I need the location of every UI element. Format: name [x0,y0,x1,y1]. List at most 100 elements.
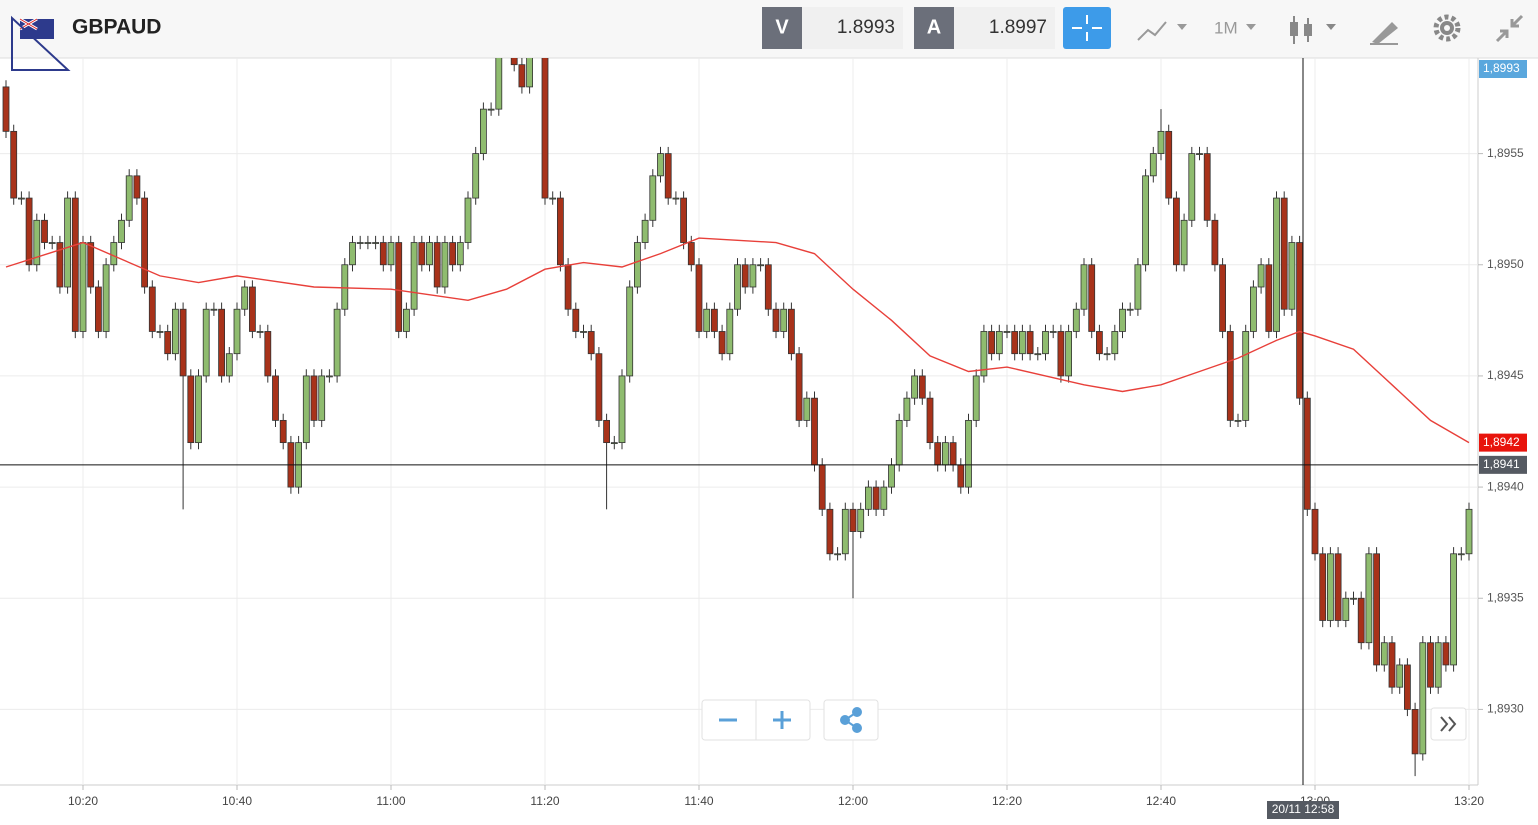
candle-body [1165,130,1173,199]
candle-body [1080,264,1088,310]
candle-body [1111,331,1119,355]
buy-price: 1.8997 [989,17,1047,38]
candle-body [572,308,580,332]
candle-body [1234,419,1242,422]
candle-body [456,242,464,266]
candle-body [379,242,387,266]
candle-body [1434,642,1442,688]
moving-average-line [5,237,1470,444]
candle-body [56,242,64,288]
candle-body [472,153,480,199]
candle-body [187,375,195,444]
buy-button[interactable] [914,7,954,49]
candle-body [1427,642,1434,688]
candle-body [595,353,603,421]
chart-type-button[interactable] [1137,21,1187,41]
candle-body [1357,597,1365,644]
sell-price: 1.8993 [837,17,895,38]
candle-body [1211,219,1219,266]
candle-body [1296,242,1303,399]
candle-body [395,242,403,332]
candle-body [156,331,164,333]
candle-body [318,375,326,421]
candle-body [1096,331,1103,355]
candle-body [518,64,526,88]
bid-badge-label: 1,8993 [1483,61,1520,75]
scroll-right-button[interactable] [1430,707,1467,741]
candle-body [841,508,849,555]
candle-body [302,375,310,444]
candle-body [1065,331,1072,377]
candle-body [634,242,641,288]
candle-body [934,442,942,466]
candle-body [218,308,226,377]
candle-body [949,442,957,466]
candle-body [972,375,980,421]
candle-body [33,219,41,266]
zoom-in[interactable] [773,711,791,729]
candle-body [449,242,457,266]
candle-body [865,486,872,510]
candle-body [587,331,595,355]
candle-body [1465,508,1473,555]
candle-body [1365,553,1373,644]
x-tick-label: 11:20 [530,794,559,808]
collapse-button[interactable] [1495,14,1524,43]
candle-icon-button[interactable] [1290,16,1336,44]
candle-body [957,464,965,488]
candle-body [356,242,364,244]
candle-body [279,419,287,444]
candle-body [895,419,903,466]
candle-body [1019,331,1026,355]
candle-body [171,308,179,355]
share-button[interactable] [840,707,862,733]
crosshair-button[interactable] [1063,7,1111,49]
last-price-badge [1479,433,1527,452]
candle-body [1049,331,1057,333]
candle-body [479,108,487,154]
settings-button[interactable] [1433,14,1461,42]
candle-body [1226,331,1234,421]
candle-body [942,442,949,466]
candle-body [657,153,664,177]
candle-body [741,264,749,288]
candle-body [757,264,764,267]
candle-body [818,464,826,510]
sell-price-box [802,7,903,49]
candle-body [649,175,657,221]
sell-button[interactable] [762,7,802,49]
candle-body [1126,308,1134,311]
candle-body [272,375,279,421]
candle-body [1188,153,1196,221]
candle-body [1311,508,1319,555]
candle-body [610,442,618,445]
timeframe[interactable]: 1M [1214,18,1238,37]
sell-label: V [775,16,789,38]
symbol-title: GBPAUD [72,16,161,39]
candle-body [10,130,18,199]
candle-body [541,58,549,199]
buy-label: A [927,16,941,38]
candle-body [1242,331,1250,421]
candle-body [911,375,918,399]
candle-body [880,486,888,510]
candle-body [118,219,125,243]
candle-body [726,308,734,355]
x-tick-label: 11:40 [684,794,713,808]
candle-body [510,58,518,66]
candle-body [549,197,557,200]
draw-tools-button[interactable] [1370,22,1398,45]
candle-body [202,308,210,377]
candle-body [1457,553,1465,556]
flag [11,15,71,71]
candle-body [764,264,772,310]
candle-body [1034,353,1042,356]
candle-body [672,197,680,200]
candle-body [903,397,911,421]
candle-body [687,242,695,266]
candle-body [1288,242,1296,310]
y-tick-label: 1,8950 [1487,257,1524,271]
candle-body [48,242,56,244]
candle-body [102,264,110,332]
